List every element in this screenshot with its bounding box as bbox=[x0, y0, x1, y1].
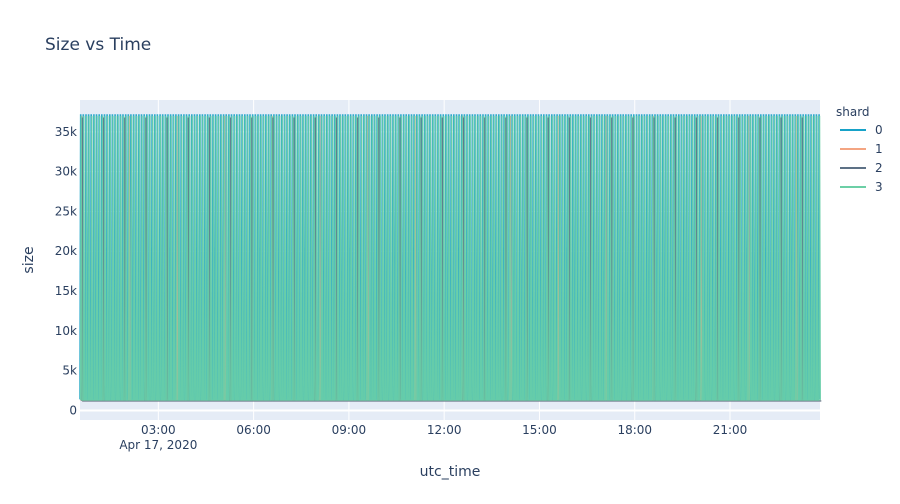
x-tick-label: 15:00 bbox=[522, 423, 557, 437]
legend-label-0[interactable]: 0 bbox=[875, 123, 883, 137]
series-lines[interactable] bbox=[79, 114, 822, 402]
x-tick-label: 12:00 bbox=[427, 423, 462, 437]
y-tick-label: 15k bbox=[55, 284, 77, 298]
legend-label-2[interactable]: 2 bbox=[875, 161, 883, 175]
legend-label-3[interactable]: 3 bbox=[875, 180, 883, 194]
legend-label-1[interactable]: 1 bbox=[875, 142, 883, 156]
y-axis-label: size bbox=[21, 246, 37, 273]
x-tick-label: 06:00 bbox=[236, 423, 271, 437]
x-date-label: Apr 17, 2020 bbox=[119, 438, 197, 452]
y-tick-label: 25k bbox=[55, 204, 77, 218]
axes: 0 5k 10k 15k 20k 25k 30k 35k 03:00 06:00 09:00 12:0… bbox=[55, 125, 748, 452]
x-tick-label: 09:00 bbox=[332, 423, 367, 437]
x-tick-label: 21:00 bbox=[713, 423, 748, 437]
y-tick-label: 5k bbox=[62, 364, 77, 378]
legend[interactable]: shard 0 1 2 3 bbox=[836, 105, 883, 194]
x-tick-label: 18:00 bbox=[617, 423, 652, 437]
y-tick-label: 35k bbox=[55, 125, 77, 139]
y-tick-label: 20k bbox=[55, 244, 77, 258]
y-tick-label: 0 bbox=[69, 403, 77, 417]
y-tick-label: 30k bbox=[55, 165, 77, 179]
y-tick-label: 10k bbox=[55, 324, 77, 338]
chart-title: Size vs Time bbox=[45, 35, 151, 55]
x-tick-label: 03:00 bbox=[141, 423, 176, 437]
series-line-3[interactable] bbox=[79, 115, 821, 401]
legend-title: shard bbox=[836, 105, 870, 119]
series-line-2[interactable] bbox=[80, 117, 822, 402]
x-axis-label: utc_time bbox=[420, 464, 481, 480]
